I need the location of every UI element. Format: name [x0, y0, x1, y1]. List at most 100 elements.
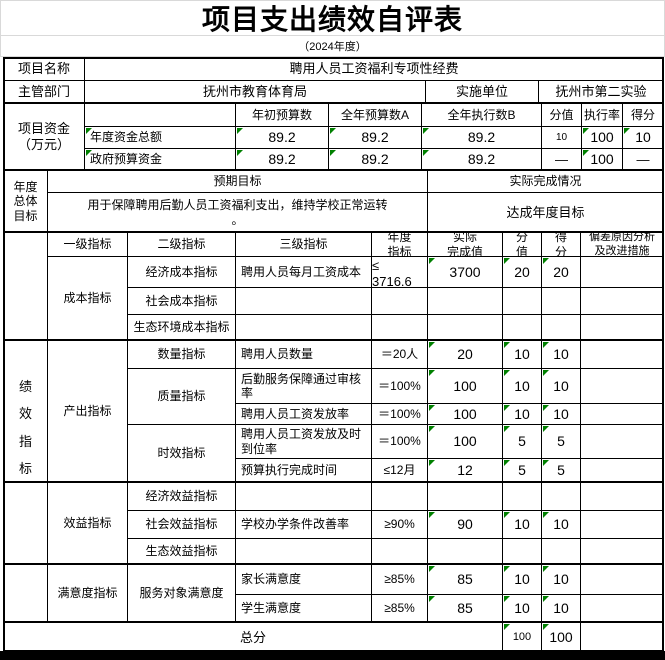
row-payrate-l3: 聘用人员工资发放率 — [235, 403, 372, 425]
cell-flag-icon — [86, 150, 92, 156]
row-timely-l3: 聘用人员工资发放及时到位率 — [235, 424, 372, 459]
row-ecobenefit-actual — [427, 538, 503, 565]
l2-econ-cost: 经济成本指标 — [127, 256, 236, 288]
header-weight: 分 值 — [502, 232, 542, 257]
l1-cost: 成本指标 — [47, 256, 128, 341]
row-student-weight-text: 10 — [514, 600, 530, 617]
row-audit-score-text: 10 — [553, 377, 569, 394]
funds-gov-score: — — [622, 148, 664, 171]
row-budgettime-deviation — [580, 458, 664, 483]
cell-flag-icon — [429, 342, 435, 348]
section-divider — [3, 563, 664, 565]
funds-header-empty — [84, 103, 236, 127]
goal-expected-value: 用于保障聘用后勤人员工资福利支出，维持学校正常运转 。 — [47, 192, 428, 233]
row-econbenefit-score — [541, 482, 581, 511]
l2-service-satisfaction: 服务对象满意度 — [127, 564, 236, 623]
cell-flag-icon — [504, 596, 510, 602]
cell-flag-icon — [429, 596, 435, 602]
header-score: 得 分 — [541, 232, 581, 257]
funds-row-total-label: 年度资金总额 — [84, 126, 236, 149]
cell-flag-icon — [504, 405, 510, 411]
funds-gov-executed-text: 89.2 — [467, 151, 496, 168]
total-deviation — [580, 622, 664, 653]
cell-flag-icon — [86, 128, 92, 134]
page-title: 项目支出绩效自评表 — [0, 0, 665, 36]
row-timely-score: 5 — [541, 424, 581, 459]
row-wage-weight-text: 20 — [514, 263, 530, 280]
row-count-score-text: 10 — [553, 346, 569, 363]
cell-flag-icon — [543, 512, 549, 518]
funds-total-begin: 89.2 — [235, 126, 329, 149]
row-school-annual: ≥90% — [371, 510, 428, 539]
row-audit-deviation — [580, 368, 664, 404]
cell-flag-icon — [504, 624, 510, 630]
l2-quantity: 数量指标 — [127, 340, 236, 369]
row-audit-actual: 100 — [427, 368, 503, 404]
row-ecobenefit-deviation — [580, 538, 664, 565]
row-student-actual: 85 — [427, 594, 503, 623]
header-annual-line1: 年度 — [387, 232, 412, 245]
funds-total-execrate-text: 100 — [590, 129, 614, 146]
row-student-actual-text: 85 — [457, 600, 473, 617]
funds-header-begin: 年初预算数 — [235, 103, 329, 127]
row-parent-weight: 10 — [502, 564, 542, 595]
goal-expected-line1: 用于保障聘用后勤人员工资福利支出，维持学校正常运转 — [87, 198, 388, 213]
header-deviation-line2: 及改进措施 — [594, 244, 650, 257]
section-divider — [3, 169, 664, 171]
funds-total-fullyear-text: 89.2 — [361, 129, 389, 146]
section-divider — [3, 339, 664, 341]
row-audit-l3: 后勤服务保障通过审核率 — [235, 368, 372, 404]
row-timely-score-text: 5 — [557, 433, 565, 450]
row-socialcost-score — [541, 287, 581, 315]
row-payrate-deviation — [580, 403, 664, 425]
cell-flag-icon — [504, 566, 510, 572]
cell-flag-icon — [543, 460, 549, 466]
row-parent-score-text: 10 — [553, 571, 569, 588]
row-ecocost-actual — [427, 314, 503, 341]
row-payrate-actual-text: 100 — [453, 405, 477, 422]
row-audit-weight: 10 — [502, 368, 542, 404]
row-count-l3: 聘用人员数量 — [235, 340, 372, 369]
row-ecobenefit-weight — [502, 538, 542, 565]
row-budgettime-score-text: 5 — [557, 462, 565, 479]
header-score-line2: 分 — [554, 244, 567, 257]
row-parent-weight-text: 10 — [514, 571, 530, 588]
funds-header-weight: 分值 — [541, 103, 582, 127]
cell-flag-icon — [543, 566, 549, 572]
row-socialcost-deviation — [580, 287, 664, 315]
row-wage-score-text: 20 — [553, 263, 569, 280]
header-actual-line1: 实际 — [452, 232, 477, 245]
header-actual: 实际 完成值 — [427, 232, 503, 257]
row-student-deviation — [580, 594, 664, 623]
cell-flag-icon — [237, 150, 243, 156]
funds-gov-fullyear-text: 89.2 — [361, 151, 389, 168]
cell-flag-icon — [543, 342, 549, 348]
funds-header-execrate: 执行率 — [581, 103, 623, 127]
cell-flag-icon — [504, 512, 510, 518]
header-annual-line2: 指标 — [387, 244, 412, 257]
row-count-annual: ＝20人 — [371, 340, 428, 369]
row-ecocost-weight — [502, 314, 542, 341]
row-school-weight-text: 10 — [514, 516, 530, 533]
cell-flag-icon — [543, 624, 549, 630]
row-econbenefit-weight — [502, 482, 542, 511]
l2-econ-benefit: 经济效益指标 — [127, 482, 236, 511]
funds-gov-fullyear: 89.2 — [328, 148, 422, 171]
cell-flag-icon — [330, 128, 336, 134]
row-ecocost-annual — [371, 314, 428, 341]
funds-row-gov-label: 政府预算资金 — [84, 148, 236, 171]
row-wage-weight: 20 — [502, 256, 542, 288]
l2-timeliness: 时效指标 — [127, 424, 236, 483]
row-econbenefit-annual — [371, 482, 428, 511]
cell-flag-icon — [543, 405, 549, 411]
row-school-actual: 90 — [427, 510, 503, 539]
total-label: 总分 — [3, 622, 503, 653]
row-socialcost-annual — [371, 287, 428, 315]
funds-header-executed: 全年执行数B — [421, 103, 542, 127]
row-timely-weight-text: 5 — [518, 433, 526, 450]
row-count-weight-text: 10 — [514, 346, 530, 363]
section-divider — [3, 102, 664, 104]
bottom-black-bar — [0, 651, 665, 660]
row-ecobenefit-annual — [371, 538, 428, 565]
goal-actual-header: 实际完成情况 — [427, 170, 664, 193]
